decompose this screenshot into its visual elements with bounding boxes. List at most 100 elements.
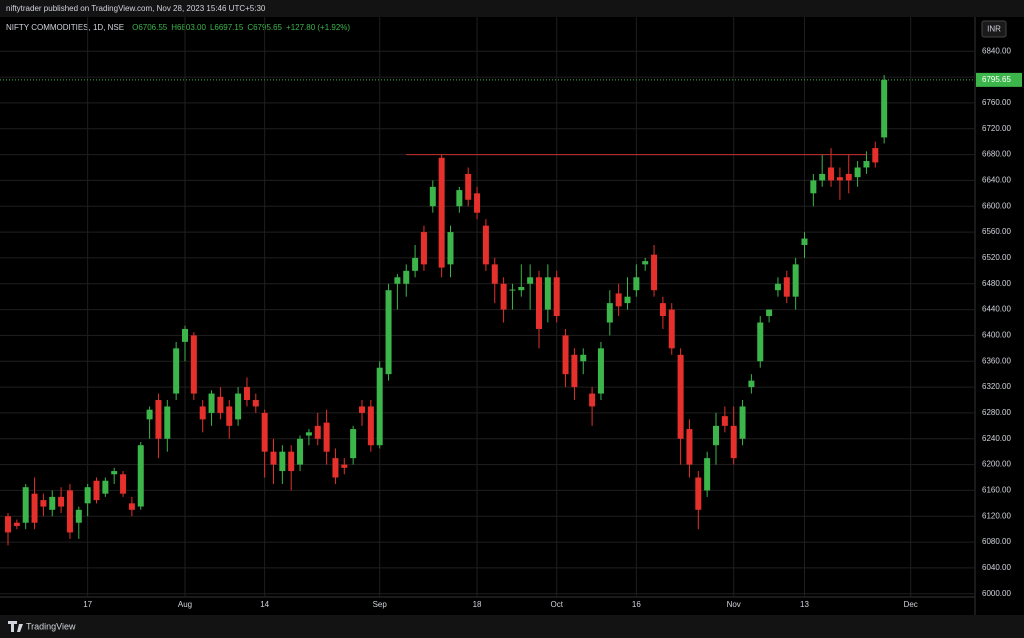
candle-body [376,367,383,446]
candle-body [49,496,56,510]
candle-body [128,503,135,510]
candle-body [146,409,153,420]
candle-body [305,432,312,436]
candle-body [465,173,472,200]
candle-body [155,400,162,439]
candle-body [84,487,91,504]
candle-body [22,487,29,523]
candle-body [31,493,38,523]
y-tick-label: 6560.00 [982,227,1011,236]
candle-body [164,406,171,439]
candle-body [279,451,286,472]
y-tick-label: 6200.00 [982,460,1011,469]
candle-body [819,173,826,181]
x-tick-label: Oct [550,600,563,609]
y-tick-label: 6520.00 [982,253,1011,262]
candle-body [872,148,879,163]
legend: NIFTY COMMODITIES, 1D, NSE O6706.55 H6803.… [6,23,350,32]
candle-body [182,328,188,342]
candle-body [137,445,144,507]
candle-body [314,425,321,439]
y-tick-label: 6760.00 [982,98,1011,107]
candle-body [562,335,569,375]
y-tick-label: 6480.00 [982,279,1011,288]
last-price-label: 6795.65 [982,75,1011,84]
candle-body [783,277,790,297]
candle-body [828,167,835,181]
candle-body [536,277,542,329]
candle-body [252,400,259,407]
candle-body [695,477,702,510]
header-bar [0,0,1024,17]
candle-body [571,354,578,388]
x-tick-label: Aug [178,600,192,609]
candle-body [845,173,852,181]
candle-body [367,406,374,446]
logo [8,621,23,632]
x-tick-label: Nov [727,600,741,609]
candle-body [509,289,516,291]
candle-body [615,293,622,307]
candle-body [527,277,534,284]
y-tick-label: 6320.00 [982,382,1011,391]
y-tick-label: 6000.00 [982,589,1011,598]
candle-body [456,190,463,207]
candle-body [589,393,596,407]
legend-symbol: NIFTY COMMODITIES, 1D, NSE [6,23,124,32]
y-tick-label: 6640.00 [982,176,1011,185]
candle-body [766,309,773,317]
header: niftytrader published on TradingView.com… [6,4,266,13]
candle-body [739,406,746,439]
candle-body [350,429,357,459]
x-tick-label: 13 [800,600,809,609]
x-tick-label: 14 [260,600,269,609]
candle-body [120,474,127,494]
y-tick-label: 6120.00 [982,511,1011,520]
candle-body [792,264,799,297]
candle-body [500,283,507,310]
candle-body [651,254,658,291]
legend-value: L6697.15 [210,23,244,32]
candle-body [297,438,304,465]
candle-body [323,422,330,452]
candle-body [810,180,817,194]
candle-body [403,270,410,284]
candle-body [111,471,118,475]
candle-body [173,348,180,394]
last-price-box [976,72,1022,87]
candle-body [13,522,20,526]
candle-body [58,496,65,507]
x-tick-label: 17 [83,600,92,609]
candle-body [482,225,489,265]
candle-body [704,458,711,491]
candle-body [235,393,242,420]
candle-body [66,490,73,533]
candle-body [801,238,808,245]
candle-body [721,416,728,426]
candle-body [385,290,392,375]
candle-body [40,500,47,507]
y-tick-label: 6160.00 [982,486,1011,495]
candle-body [633,277,640,291]
candle-body [208,393,215,413]
x-tick-label: Dec [904,600,918,609]
candle-body [261,412,268,452]
candle-body [75,509,82,523]
currency-box [981,20,1007,38]
candle-body [774,283,781,291]
candle-body [730,425,737,459]
candle-body [642,261,649,265]
y-tick-label: 6240.00 [982,434,1011,443]
candle-body [836,177,843,181]
x-tick-label: 16 [632,600,641,609]
candle-body [677,354,684,439]
candle-body [190,335,197,394]
candle-body [359,406,365,413]
candle-body [624,296,631,304]
candle-body [332,458,339,478]
candle-body [606,303,613,323]
candle-body [668,309,675,349]
x-tick-label: 18 [473,600,482,609]
y-tick-label: 6720.00 [982,124,1011,133]
